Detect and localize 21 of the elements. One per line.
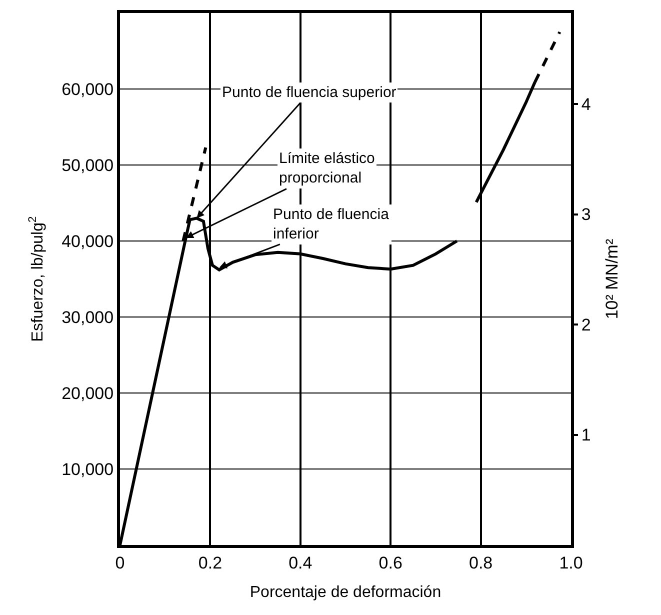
x-tick-label: 0 bbox=[115, 553, 125, 572]
y-tick-label: 20,000 bbox=[62, 384, 114, 403]
x-tick-label: 1.0 bbox=[559, 553, 583, 572]
annotation: Punto de fluencia inferior bbox=[273, 206, 390, 242]
y-tick-label: 50,000 bbox=[62, 156, 114, 175]
x-tick-label: 0.8 bbox=[468, 553, 493, 572]
y2-axis-title: 10² MN/m² bbox=[602, 238, 622, 320]
x-tick-label: 0.6 bbox=[378, 553, 402, 572]
y2-tick-label: 1 bbox=[581, 426, 591, 445]
y2-tick-label: 4 bbox=[581, 95, 591, 114]
y2-tick-label: 3 bbox=[581, 205, 591, 224]
annotation: Punto de fluencia superior bbox=[222, 84, 396, 101]
x-tick-label: 0.4 bbox=[288, 553, 312, 572]
x-axis-title: Porcentaje de deformación bbox=[250, 584, 442, 602]
annotation: Límite elástico proporcional bbox=[279, 150, 375, 186]
y2-tick-label: 2 bbox=[581, 315, 591, 334]
y-tick-label: 30,000 bbox=[62, 308, 114, 327]
y-tick-label: 60,000 bbox=[62, 80, 114, 99]
y-tick-label: 10,000 bbox=[62, 460, 114, 479]
y-tick-label: 40,000 bbox=[62, 232, 114, 251]
x-tick-label: 0.2 bbox=[198, 553, 222, 572]
